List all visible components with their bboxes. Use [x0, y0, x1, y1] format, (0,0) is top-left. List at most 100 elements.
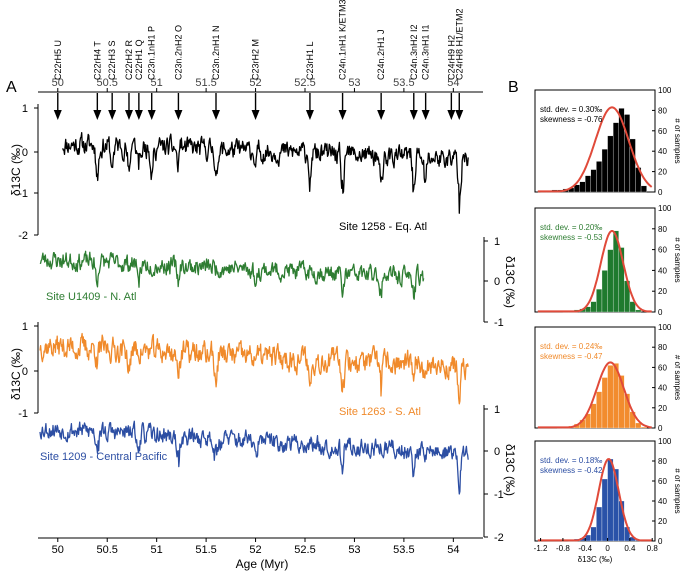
y-tick-label: 60 — [658, 363, 667, 372]
stat-skewness: skewness = -0.47 — [540, 352, 603, 361]
top-tick-label: 53.5 — [393, 77, 414, 89]
y-tick-label: 0 — [22, 366, 28, 378]
y-tick-label: 40 — [658, 384, 667, 393]
histogram-bar — [635, 309, 642, 313]
y-tick-label: 80 — [658, 106, 667, 115]
histogram-bar — [596, 391, 603, 429]
histogram-bar — [601, 149, 608, 193]
y-tick-label: 0 — [494, 276, 500, 288]
bottom-tick-label: 54 — [447, 544, 459, 556]
series-label: Site 1263 - S. Atl — [339, 406, 421, 418]
top-tick-label: 54 — [447, 77, 459, 89]
event-arrow-head — [93, 110, 102, 120]
histogram-bar — [618, 247, 625, 313]
histogram-3: 100 80 60 40 20 0 # of samples std. dev. = 0.24… — [534, 323, 680, 433]
event-label: C22rH1 Q — [134, 39, 144, 80]
x-axis-title: Age (Myr) — [236, 557, 289, 571]
bottom-tick-label: 50 — [52, 544, 64, 556]
histogram-bar — [635, 422, 642, 429]
event-label: C22rH4 T — [92, 41, 102, 80]
event-arrow-head — [409, 110, 418, 120]
y-tick-label: 1 — [22, 321, 28, 333]
fit-curve — [537, 230, 652, 313]
event-arrow-head — [53, 110, 62, 120]
y-tick-label: 0 — [658, 188, 663, 197]
histogram-bar — [629, 138, 636, 193]
y-tick-label: 80 — [658, 457, 667, 466]
histogram-bar — [607, 365, 614, 429]
y-tick-label: 60 — [658, 127, 667, 136]
fit-curve — [537, 361, 652, 429]
histogram-bar — [607, 135, 614, 193]
y-tick-label: -1 — [18, 408, 28, 420]
y-tick-label: 80 — [658, 225, 667, 234]
x-tick-label: -0.4 — [578, 544, 592, 553]
x-tick-label: 0.8 — [647, 544, 659, 553]
histogram-bar — [601, 478, 608, 542]
histogram-bar — [640, 426, 647, 429]
series-label: Site 1258 - Eq. Atl — [339, 221, 427, 233]
panel-a-timeseries: 50 50.5 51 51.5 52 52.5 53 53.5 54 C22rH5 U C22rH4… — [9, 0, 517, 571]
series-2: 1 0 -1 δ13C (‰) Site U1409 - N. Atl — [39, 236, 517, 329]
stat-std-dev: std. dev. = 0.20‰ — [540, 223, 602, 232]
top-tick-label: 52.5 — [294, 77, 315, 89]
bottom-tick-label: 53.5 — [393, 544, 414, 556]
series-4: 1 0 -1 -2 δ13C (‰) Site 1209 - Central Pacifi… — [39, 404, 517, 544]
stat-skewness: skewness = -0.76 — [540, 115, 603, 124]
event-label: C22rH5 U — [53, 40, 63, 80]
bottom-tick-label: 52 — [249, 544, 261, 556]
bottom-tick-label: 53 — [348, 544, 360, 556]
event-arrow-head — [134, 110, 143, 120]
histogram-bar — [590, 526, 597, 542]
bottom-tick-label: 52.5 — [294, 544, 315, 556]
series-label: Site 1209 - Central Pacific — [40, 451, 168, 463]
series-line — [62, 132, 469, 214]
y-tick-label: 20 — [658, 404, 667, 413]
histogram-bar — [585, 175, 591, 193]
series-label: Site U1409 - N. Atl — [46, 291, 137, 303]
histogram-frame — [534, 440, 656, 542]
top-tick-label: 51.5 — [195, 77, 216, 89]
event-arrow-head — [212, 110, 220, 120]
y-tick-label: -1 — [494, 317, 504, 329]
y-tick-label: 100 — [658, 323, 672, 332]
y-axis-title: # of samples — [673, 468, 680, 513]
event-arrow-head — [147, 110, 156, 120]
top-tick-label: 51 — [151, 77, 163, 89]
y-axis-title: # of samples — [673, 355, 680, 400]
event-arrow-head — [338, 110, 347, 120]
top-tick-label: 50 — [52, 77, 64, 89]
event-label: C22rH2 R — [124, 39, 134, 80]
event-arrow-head — [421, 110, 430, 120]
event-arrow-head — [377, 110, 386, 120]
histogram-bar — [612, 122, 619, 193]
y-tick-label: 20 — [658, 517, 667, 526]
y-tick-label: 40 — [658, 147, 667, 156]
y-tick-label: 0 — [494, 446, 500, 458]
histogram-bar — [590, 169, 597, 193]
histogram-2: 100 80 60 40 20 0 # of samples std. dev. = 0.20… — [534, 204, 680, 317]
y-tick-label: 20 — [658, 287, 667, 296]
y-tick-label: 100 — [658, 86, 672, 95]
stat-skewness: skewness = -0.42 — [540, 466, 603, 475]
stat-std-dev: std. dev. = 0.18‰ — [540, 456, 602, 465]
histogram-4: 100 80 60 40 20 0 # of samples std. dev. = 0.18… — [534, 437, 680, 564]
y-axis-title: δ13C (‰) — [503, 256, 517, 308]
event-label: C23n.2nH2 O — [173, 25, 183, 80]
x-tick-label: 0 — [605, 544, 610, 553]
x-tick-label: -0.8 — [556, 544, 570, 553]
bottom-tick-label: 50.5 — [97, 544, 118, 556]
y-tick-label: 40 — [658, 266, 667, 275]
histogram-bar — [596, 288, 603, 313]
event-arrow-head — [174, 110, 183, 120]
y-tick-label: 0 — [658, 424, 663, 433]
y-tick-label: -1 — [494, 489, 504, 501]
bottom-tick-label: 51.5 — [195, 544, 216, 556]
fit-curve — [537, 458, 652, 542]
y-tick-label: 1 — [494, 404, 500, 416]
histogram-bar — [596, 161, 603, 193]
event-label: C23rH1 L — [305, 41, 315, 80]
histogram-bar — [640, 185, 647, 193]
y-tick-label: 100 — [658, 204, 672, 213]
